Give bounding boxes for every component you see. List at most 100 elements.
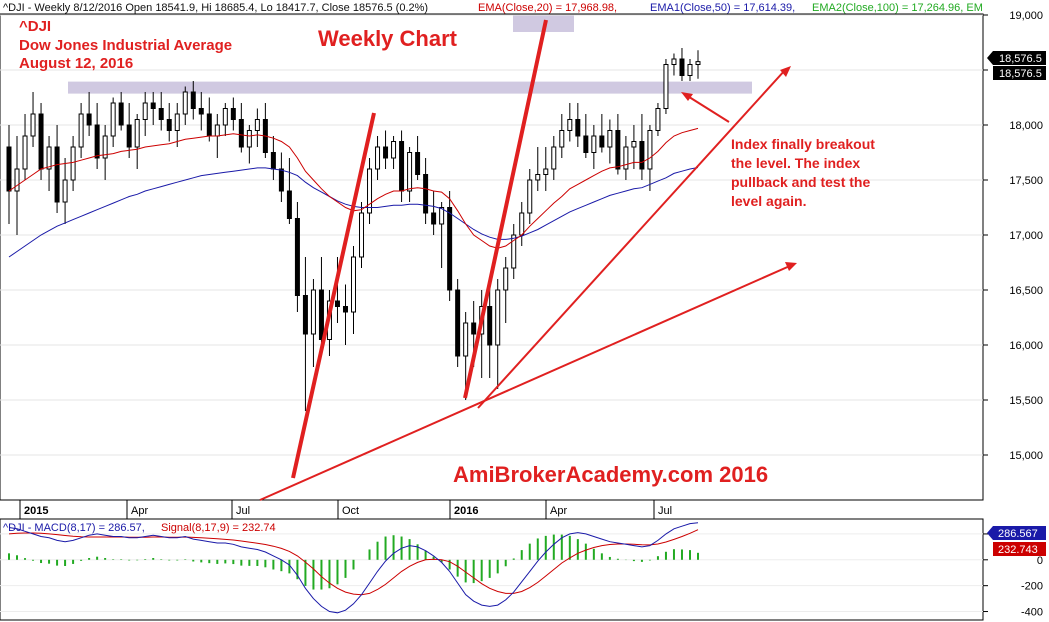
candle xyxy=(190,81,196,120)
candle-body xyxy=(695,61,701,65)
x-axis-label: Jul xyxy=(658,505,672,517)
candle xyxy=(30,92,36,147)
candle xyxy=(182,86,188,125)
candle xyxy=(174,103,180,147)
candle xyxy=(679,48,685,81)
candle xyxy=(70,136,76,191)
candle xyxy=(503,257,509,323)
candle xyxy=(286,158,292,224)
candle-body xyxy=(463,322,469,357)
candle-body xyxy=(431,212,437,225)
price-header-title: ^DJI - Weekly 8/12/2016 Open 18541.9, Hi… xyxy=(3,2,428,14)
chart-heading: Weekly Chart xyxy=(318,26,458,51)
candle-body xyxy=(110,102,116,137)
candle xyxy=(575,103,581,147)
candle-body xyxy=(30,113,36,137)
candle xyxy=(246,125,252,164)
candle xyxy=(375,136,381,180)
candle-body xyxy=(391,141,397,159)
candle-body xyxy=(342,306,348,313)
candle xyxy=(238,103,244,153)
price-tick-label: 17,000 xyxy=(1009,230,1043,242)
candle-body xyxy=(607,130,613,148)
candle xyxy=(342,284,348,345)
ema100-header-label: EMA2(Close,100) = 17,264.96, EM xyxy=(812,2,983,14)
candle-body xyxy=(407,152,413,192)
candle xyxy=(511,224,517,279)
candle xyxy=(631,125,637,169)
price-tick-label: 15,000 xyxy=(1009,450,1043,462)
candle xyxy=(134,114,140,169)
index-name-label: Dow Jones Industrial Average xyxy=(19,37,232,54)
candle-body xyxy=(631,141,637,148)
candle-body xyxy=(206,113,212,137)
date-label: August 12, 2016 xyxy=(19,55,133,72)
rally-line-2015 xyxy=(291,112,376,479)
candle-body xyxy=(46,146,52,170)
candle xyxy=(158,92,164,131)
candle-body xyxy=(62,179,68,203)
candle-body xyxy=(270,152,276,170)
candle xyxy=(463,312,469,400)
callout-pointer-line xyxy=(685,94,730,123)
price-pane: 15,000 15,500 16,000 16,500 17,000 17,500 18,0… xyxy=(0,10,1043,519)
price-tick-label: 16,000 xyxy=(1009,340,1043,352)
candle xyxy=(615,114,621,175)
candle xyxy=(334,257,340,323)
candle-body xyxy=(495,289,501,346)
x-axis-label: Apr xyxy=(550,505,567,517)
candle-body xyxy=(198,108,204,115)
signal-value-tag: 232.743 xyxy=(998,544,1038,556)
candle-body xyxy=(527,179,533,214)
candle-body xyxy=(334,300,340,307)
candle-body xyxy=(142,102,148,120)
candle-body xyxy=(118,102,124,126)
candle-body xyxy=(150,102,156,109)
candle xyxy=(46,136,52,191)
candle xyxy=(110,97,116,147)
candle xyxy=(78,103,84,158)
candle xyxy=(150,92,156,125)
candle-body xyxy=(78,113,84,148)
candle-body xyxy=(6,146,12,192)
x-axis-label: Oct xyxy=(342,505,359,517)
candle xyxy=(294,202,300,312)
candle xyxy=(671,53,677,76)
candle xyxy=(551,136,557,180)
candle xyxy=(447,191,453,301)
candle-body xyxy=(54,146,60,203)
candle-body xyxy=(238,119,244,148)
macd-tick-label: -200 xyxy=(1021,581,1043,593)
candle-body xyxy=(567,119,573,131)
candle-body xyxy=(503,267,509,291)
arrowhead-shallow xyxy=(785,262,797,271)
candle-body xyxy=(679,58,685,76)
ticker-label: ^DJI xyxy=(19,18,51,35)
candle xyxy=(607,119,613,164)
candle-body xyxy=(671,58,677,65)
candle xyxy=(142,92,148,136)
macd-pane-border xyxy=(0,518,984,621)
candle xyxy=(407,147,413,202)
candle xyxy=(415,136,421,180)
price-tag-1-bg xyxy=(987,51,1046,65)
trend-annotations xyxy=(259,19,797,501)
candle-body xyxy=(318,289,324,340)
price-tick-label: 18,000 xyxy=(1009,120,1043,132)
candle xyxy=(102,125,108,180)
candle-body xyxy=(126,124,132,148)
candle-body xyxy=(214,124,220,137)
candle-body xyxy=(158,108,164,120)
candle xyxy=(543,147,549,191)
candle xyxy=(126,103,132,158)
candle xyxy=(487,279,493,378)
candle-body xyxy=(471,322,477,335)
price-tag-2-bg xyxy=(993,66,1046,80)
candle xyxy=(591,125,597,169)
candle-body xyxy=(519,212,525,236)
candle xyxy=(198,92,204,131)
candle xyxy=(455,279,461,367)
macd-pane: ^DJI - MACD(8,17) = 286.57, Signal(8,17,… xyxy=(0,518,1046,621)
candle xyxy=(302,257,308,411)
